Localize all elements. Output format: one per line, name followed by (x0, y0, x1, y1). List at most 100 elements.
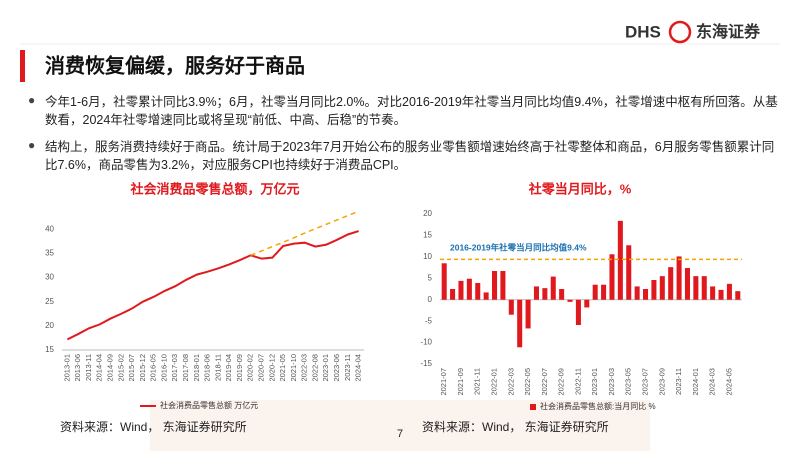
bar (659, 276, 665, 300)
company-name: 东海证券 (696, 22, 761, 41)
bullet-dot: ● (28, 93, 36, 107)
x-tick-label: 2024-03 (708, 368, 717, 396)
bullet-dot: ● (28, 138, 36, 152)
y-tick-label: -10 (420, 338, 432, 347)
bar (466, 278, 472, 300)
x-tick-label: 2023-11 (674, 368, 683, 395)
x-tick-label: 2024-05 (724, 368, 733, 396)
y-tick-label: 30 (45, 273, 54, 282)
bar (626, 245, 632, 300)
x-tick-label: 2022-05 (523, 368, 532, 396)
x-tick-label: 2018-11 (213, 354, 222, 381)
bullet: 结构上，服务消费持续好于商品。统计局于2023年7月开始公布的服务业零售额增速始… (45, 140, 775, 172)
reference-label: 2016-2019年社零当月同比均值9.4% (450, 243, 587, 253)
x-tick-label: 2016-10 (159, 354, 168, 382)
bar (718, 289, 724, 300)
bar (643, 289, 649, 300)
page-number: 7 (397, 428, 403, 440)
source: 资料来源：Wind， 东海证券研究所 (60, 419, 247, 434)
bar (676, 256, 682, 300)
x-tick-label: 2015-07 (127, 354, 136, 382)
y-tick-label: 40 (45, 224, 54, 233)
x-tick-label: 2024-01 (691, 368, 700, 396)
chart-title: 社会消费品零售总额，万亿元 (129, 181, 299, 196)
legend-label: 社会消费品零售总额 万亿元 (160, 400, 258, 410)
bar (634, 286, 640, 300)
x-tick-label: 2023-11 (343, 354, 352, 381)
x-tick-label: 2013-11 (84, 354, 93, 381)
bar (492, 271, 498, 300)
bar (592, 284, 598, 300)
bar (550, 276, 556, 300)
bar (617, 220, 623, 300)
bar (684, 268, 690, 300)
x-tick-label: 2022-09 (557, 368, 566, 396)
x-tick-label: 2015-02 (116, 354, 125, 382)
x-tick-label: 2022-03 (300, 354, 309, 382)
y-tick-label: -5 (425, 316, 433, 325)
legend-label: 社会消费品零售总额:当月同比 % (540, 401, 656, 411)
bar (458, 280, 464, 300)
bar (575, 299, 581, 325)
bar (726, 283, 732, 300)
y-tick-label: 20 (423, 209, 432, 218)
x-tick-label: 2013-06 (73, 354, 82, 382)
x-tick-label: 2015-12 (138, 354, 147, 382)
bar (693, 276, 699, 300)
bar (668, 267, 674, 300)
bar (500, 271, 506, 300)
x-tick-label: 2014-04 (95, 354, 104, 382)
line (250, 210, 359, 256)
x-tick-label: 2019-09 (235, 354, 244, 382)
bar (517, 299, 523, 348)
bar (710, 286, 716, 300)
bar (533, 286, 539, 300)
chart-title: 社零当月同比，% (528, 181, 632, 196)
x-tick-label: 2020-12 (267, 354, 276, 382)
x-tick-label: 2021-09 (456, 368, 465, 396)
bar (542, 288, 548, 300)
x-tick-label: 2024-04 (354, 354, 363, 382)
slide-title: 消费恢复偏缓，服务好于商品 (45, 53, 305, 77)
line (66, 230, 359, 341)
bar (450, 289, 456, 300)
y-tick-label: 15 (423, 231, 432, 240)
y-tick-label: 0 (428, 295, 433, 304)
x-tick-label: 2021-10 (289, 354, 298, 382)
x-tick-label: 2019-04 (224, 354, 233, 382)
bar (701, 276, 707, 300)
x-tick-label: 2022-03 (506, 368, 515, 396)
bar (475, 283, 481, 300)
logo-text: DHS (625, 22, 661, 41)
bar (567, 299, 573, 302)
bullet: 今年1-6月，社零累计同比3.9%；6月，社零当月同比2.0%。对比2016-2… (45, 95, 778, 127)
x-tick-label: 2023-07 (641, 368, 650, 396)
title-bar (20, 50, 25, 82)
x-tick-label: 2018-06 (203, 354, 212, 382)
bar (508, 299, 514, 315)
bar (609, 254, 615, 300)
x-tick-label: 2022-11 (573, 368, 582, 395)
x-tick-label: 2021-05 (278, 354, 287, 382)
x-tick-label: 2023-01 (321, 354, 330, 382)
x-tick-label: 2023-03 (607, 368, 616, 396)
y-tick-label: 35 (45, 248, 54, 257)
x-tick-label: 2020-07 (257, 354, 266, 382)
x-tick-label: 2023-05 (624, 368, 633, 396)
x-tick-label: 2018-01 (192, 354, 201, 382)
bar (601, 284, 607, 300)
x-tick-label: 2017-08 (181, 354, 190, 382)
logo-icon (668, 20, 692, 44)
x-tick-label: 2023-01 (590, 368, 599, 396)
x-tick-label: 2023-06 (332, 354, 341, 382)
legend-swatch (530, 404, 536, 410)
y-tick-label: 25 (45, 297, 54, 306)
bar (735, 291, 741, 300)
x-tick-label: 2022-08 (310, 354, 319, 382)
bar (525, 299, 531, 329)
x-tick-label: 2022-07 (540, 368, 549, 396)
x-tick-label: 2013-01 (62, 354, 71, 382)
